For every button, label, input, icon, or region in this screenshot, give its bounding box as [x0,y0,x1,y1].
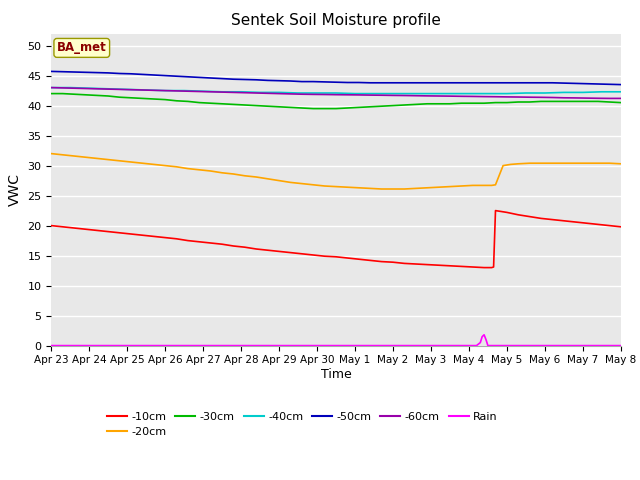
Text: BA_met: BA_met [57,41,107,54]
Y-axis label: VWC: VWC [8,173,22,206]
Legend: -10cm, -20cm, -30cm, -40cm, -50cm, -60cm, Rain: -10cm, -20cm, -30cm, -40cm, -50cm, -60cm… [102,408,502,442]
Title: Sentek Soil Moisture profile: Sentek Soil Moisture profile [231,13,441,28]
X-axis label: Time: Time [321,368,351,381]
